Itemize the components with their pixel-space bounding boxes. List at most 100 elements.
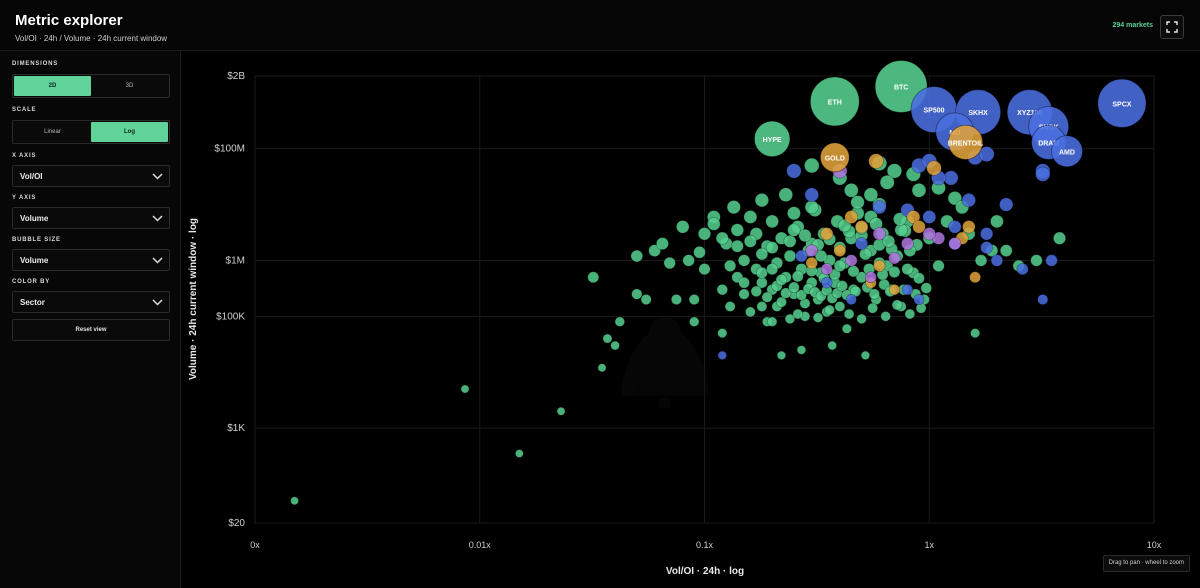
data-point[interactable]: [724, 259, 737, 272]
dimension-3d-option[interactable]: 3D: [125, 83, 134, 89]
data-point[interactable]: [891, 299, 903, 311]
data-point[interactable]: [743, 210, 758, 224]
data-point[interactable]: [778, 187, 793, 202]
data-point[interactable]: [776, 296, 787, 308]
data-point[interactable]: [820, 263, 833, 276]
labeled-bubble[interactable]: [1097, 78, 1147, 128]
labeled-bubble[interactable]: [947, 124, 984, 160]
data-point[interactable]: [766, 263, 779, 276]
data-point[interactable]: [1030, 254, 1043, 267]
data-point[interactable]: [833, 244, 847, 257]
data-point[interactable]: [847, 265, 860, 278]
data-point[interactable]: [787, 206, 801, 221]
data-point[interactable]: [745, 306, 756, 318]
data-point[interactable]: [854, 220, 869, 234]
data-point[interactable]: [767, 316, 778, 327]
data-point[interactable]: [843, 308, 855, 320]
data-point[interactable]: [597, 363, 607, 373]
data-point[interactable]: [867, 302, 878, 314]
data-point[interactable]: [640, 294, 652, 305]
data-point[interactable]: [1037, 294, 1049, 305]
scale-log-option[interactable]: Log: [91, 122, 168, 142]
data-point[interactable]: [783, 249, 797, 263]
data-point[interactable]: [841, 323, 852, 334]
data-point[interactable]: [844, 183, 859, 198]
labeled-point[interactable]: GOLD: [819, 142, 850, 173]
data-point[interactable]: [969, 271, 981, 284]
labeled-bubble[interactable]: [753, 120, 791, 158]
data-point[interactable]: [1053, 231, 1067, 245]
data-point[interactable]: [682, 254, 695, 267]
data-point[interactable]: [805, 244, 818, 257]
data-point[interactable]: [855, 237, 868, 250]
chart-panel[interactable]: 0x 0.01x 0.1x 1x 10x $20 $1K $100K $1M $100M $2B …: [181, 51, 1200, 588]
data-point[interactable]: [901, 237, 914, 250]
data-point[interactable]: [775, 274, 788, 286]
data-point[interactable]: [943, 170, 959, 186]
labeled-bubble[interactable]: [819, 142, 850, 173]
data-point[interactable]: [834, 301, 846, 312]
data-point[interactable]: [602, 333, 613, 344]
data-point[interactable]: [868, 288, 880, 300]
data-point[interactable]: [788, 281, 800, 294]
data-point[interactable]: [656, 237, 669, 250]
data-point[interactable]: [833, 259, 846, 272]
fullscreen-button[interactable]: [1160, 15, 1184, 39]
data-point[interactable]: [717, 328, 728, 339]
data-point[interactable]: [805, 256, 818, 270]
data-point[interactable]: [755, 266, 768, 279]
data-point[interactable]: [911, 183, 927, 198]
labeled-point[interactable]: HYPE: [753, 120, 791, 158]
data-point[interactable]: [780, 287, 792, 299]
data-point[interactable]: [776, 350, 787, 360]
scale-linear-option[interactable]: Linear: [44, 129, 61, 135]
data-point[interactable]: [990, 254, 1004, 267]
labeled-point[interactable]: BRENTOIL: [947, 124, 984, 160]
data-point[interactable]: [717, 350, 727, 360]
data-point[interactable]: [755, 247, 769, 261]
data-point[interactable]: [912, 220, 926, 234]
data-point[interactable]: [715, 231, 729, 245]
data-point[interactable]: [556, 406, 566, 416]
data-point[interactable]: [821, 276, 833, 289]
data-point[interactable]: [804, 187, 819, 202]
data-point[interactable]: [290, 496, 299, 506]
labeled-bubble[interactable]: [1051, 135, 1083, 168]
data-point[interactable]: [932, 259, 945, 272]
data-point[interactable]: [850, 195, 865, 210]
data-point[interactable]: [845, 254, 858, 267]
data-point[interactable]: [663, 256, 676, 270]
data-point[interactable]: [765, 241, 779, 254]
data-point[interactable]: [865, 271, 877, 284]
data-point[interactable]: [707, 217, 721, 231]
data-point[interactable]: [614, 316, 625, 327]
data-point[interactable]: [863, 187, 879, 202]
data-point[interactable]: [828, 268, 841, 281]
labeled-bubble[interactable]: [809, 76, 860, 127]
data-point[interactable]: [948, 220, 962, 234]
data-point[interactable]: [922, 210, 937, 224]
data-point[interactable]: [922, 227, 936, 241]
labeled-point[interactable]: AMD: [1051, 135, 1083, 168]
data-point[interactable]: [888, 266, 901, 278]
data-point[interactable]: [688, 294, 700, 305]
data-point[interactable]: [791, 270, 804, 283]
data-point[interactable]: [974, 254, 988, 267]
data-point[interactable]: [724, 301, 736, 312]
data-point[interactable]: [962, 220, 976, 234]
data-point[interactable]: [795, 249, 808, 263]
data-point[interactable]: [670, 294, 682, 305]
data-point[interactable]: [738, 276, 750, 289]
scatter-chart[interactable]: 0x 0.01x 0.1x 1x 10x $20$1K$100K$1M$100M$2B …: [181, 51, 1200, 588]
data-point[interactable]: [873, 259, 886, 272]
data-point[interactable]: [980, 227, 994, 241]
data-point[interactable]: [836, 280, 848, 292]
data-point[interactable]: [827, 340, 837, 351]
data-point[interactable]: [698, 263, 711, 276]
data-point[interactable]: [786, 163, 802, 179]
data-point[interactable]: [906, 210, 921, 224]
data-point[interactable]: [947, 191, 962, 206]
data-point[interactable]: [796, 345, 807, 355]
data-point[interactable]: [844, 210, 859, 224]
data-point[interactable]: [888, 284, 901, 296]
